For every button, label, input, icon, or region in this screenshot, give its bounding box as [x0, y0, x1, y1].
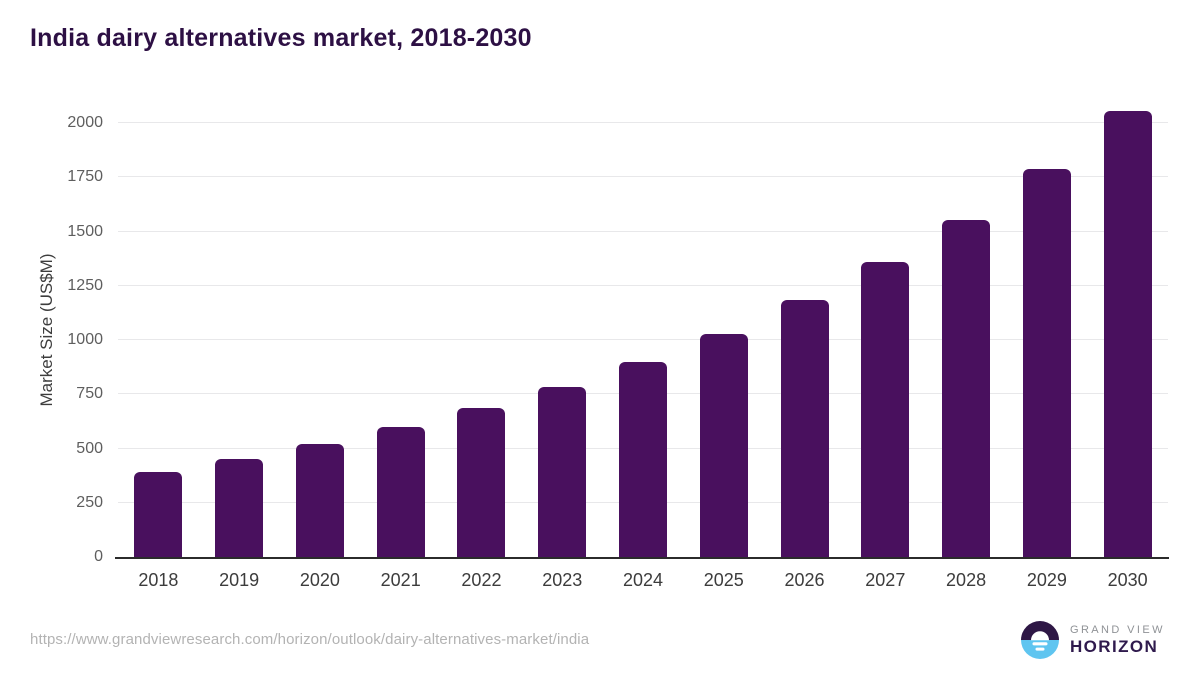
logo-reflection-bar-1 [1032, 642, 1048, 646]
bar-2028 [942, 219, 991, 557]
x-tick-2019: 2019 [219, 570, 260, 590]
bar-2024 [619, 361, 667, 557]
y-tick-1250: 1250 [67, 276, 103, 294]
y-tick-1000: 1000 [67, 331, 103, 348]
x-tick-2022: 2022 [461, 570, 502, 590]
logo-brand-name: GRAND VIEW [1070, 623, 1165, 636]
bar-2022 [457, 408, 506, 557]
gridline-1250 [118, 284, 1168, 286]
x-tick-2018: 2018 [138, 570, 179, 590]
x-tick-2024: 2024 [622, 570, 664, 590]
bar-2027 [861, 261, 910, 557]
x-tick-2021: 2021 [380, 570, 421, 590]
x-tick-2027: 2027 [865, 570, 906, 590]
x-tick-2020: 2020 [299, 570, 340, 590]
logo-sky-half [1021, 621, 1059, 640]
x-tick-2029: 2029 [1026, 570, 1067, 590]
source-url: https://www.grandviewresearch.com/horizo… [30, 631, 590, 648]
logo-product-name: HORIZON [1070, 636, 1159, 656]
logo-reflection-bar-2 [1035, 647, 1045, 651]
x-tick-2028: 2028 [946, 570, 987, 590]
bar-2030 [1103, 111, 1152, 557]
gridline-1500 [118, 230, 1168, 232]
logo-text: GRAND VIEW HORIZON [1070, 624, 1165, 657]
bar-2029 [1022, 168, 1071, 557]
y-tick-1500: 1500 [67, 222, 103, 240]
bar-2023 [538, 386, 587, 557]
y-tick-1750: 1750 [67, 168, 103, 186]
bar-2025 [699, 333, 748, 557]
bar-2020 [295, 444, 344, 557]
y-tick-2000: 2000 [67, 114, 103, 131]
horizon-sun-icon [1021, 621, 1059, 659]
gridline-1750 [118, 176, 1168, 178]
bar-2018 [134, 472, 183, 557]
logo-sun-arch [1031, 631, 1049, 641]
gridline-2000 [118, 122, 1168, 123]
x-axis-line [115, 557, 1169, 559]
brand-logo: GRAND VIEW HORIZON [1020, 620, 1165, 660]
bar-2021 [376, 426, 425, 557]
y-tick-250: 250 [76, 493, 103, 511]
x-tick-2030: 2030 [1107, 570, 1148, 590]
bar-2019 [215, 459, 264, 557]
y-tick-0: 0 [94, 548, 103, 565]
bar-2026 [780, 299, 829, 557]
x-tick-2023: 2023 [542, 570, 583, 590]
y-tick-750: 750 [76, 385, 103, 403]
chart-title: India dairy alternatives market, 2018-20… [30, 24, 532, 52]
y-tick-500: 500 [76, 439, 103, 457]
gridline-1000 [118, 339, 1168, 340]
plot-area: 0 250 500 750 1000 1250 1500 1750 2000 2018 2019 20… [67, 105, 1169, 590]
x-tick-2026: 2026 [784, 570, 825, 590]
x-tick-2025: 2025 [703, 570, 744, 590]
